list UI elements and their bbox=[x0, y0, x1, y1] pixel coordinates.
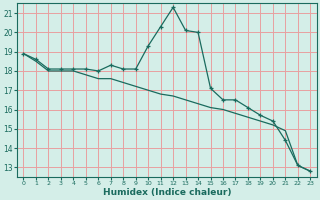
X-axis label: Humidex (Indice chaleur): Humidex (Indice chaleur) bbox=[103, 188, 231, 197]
